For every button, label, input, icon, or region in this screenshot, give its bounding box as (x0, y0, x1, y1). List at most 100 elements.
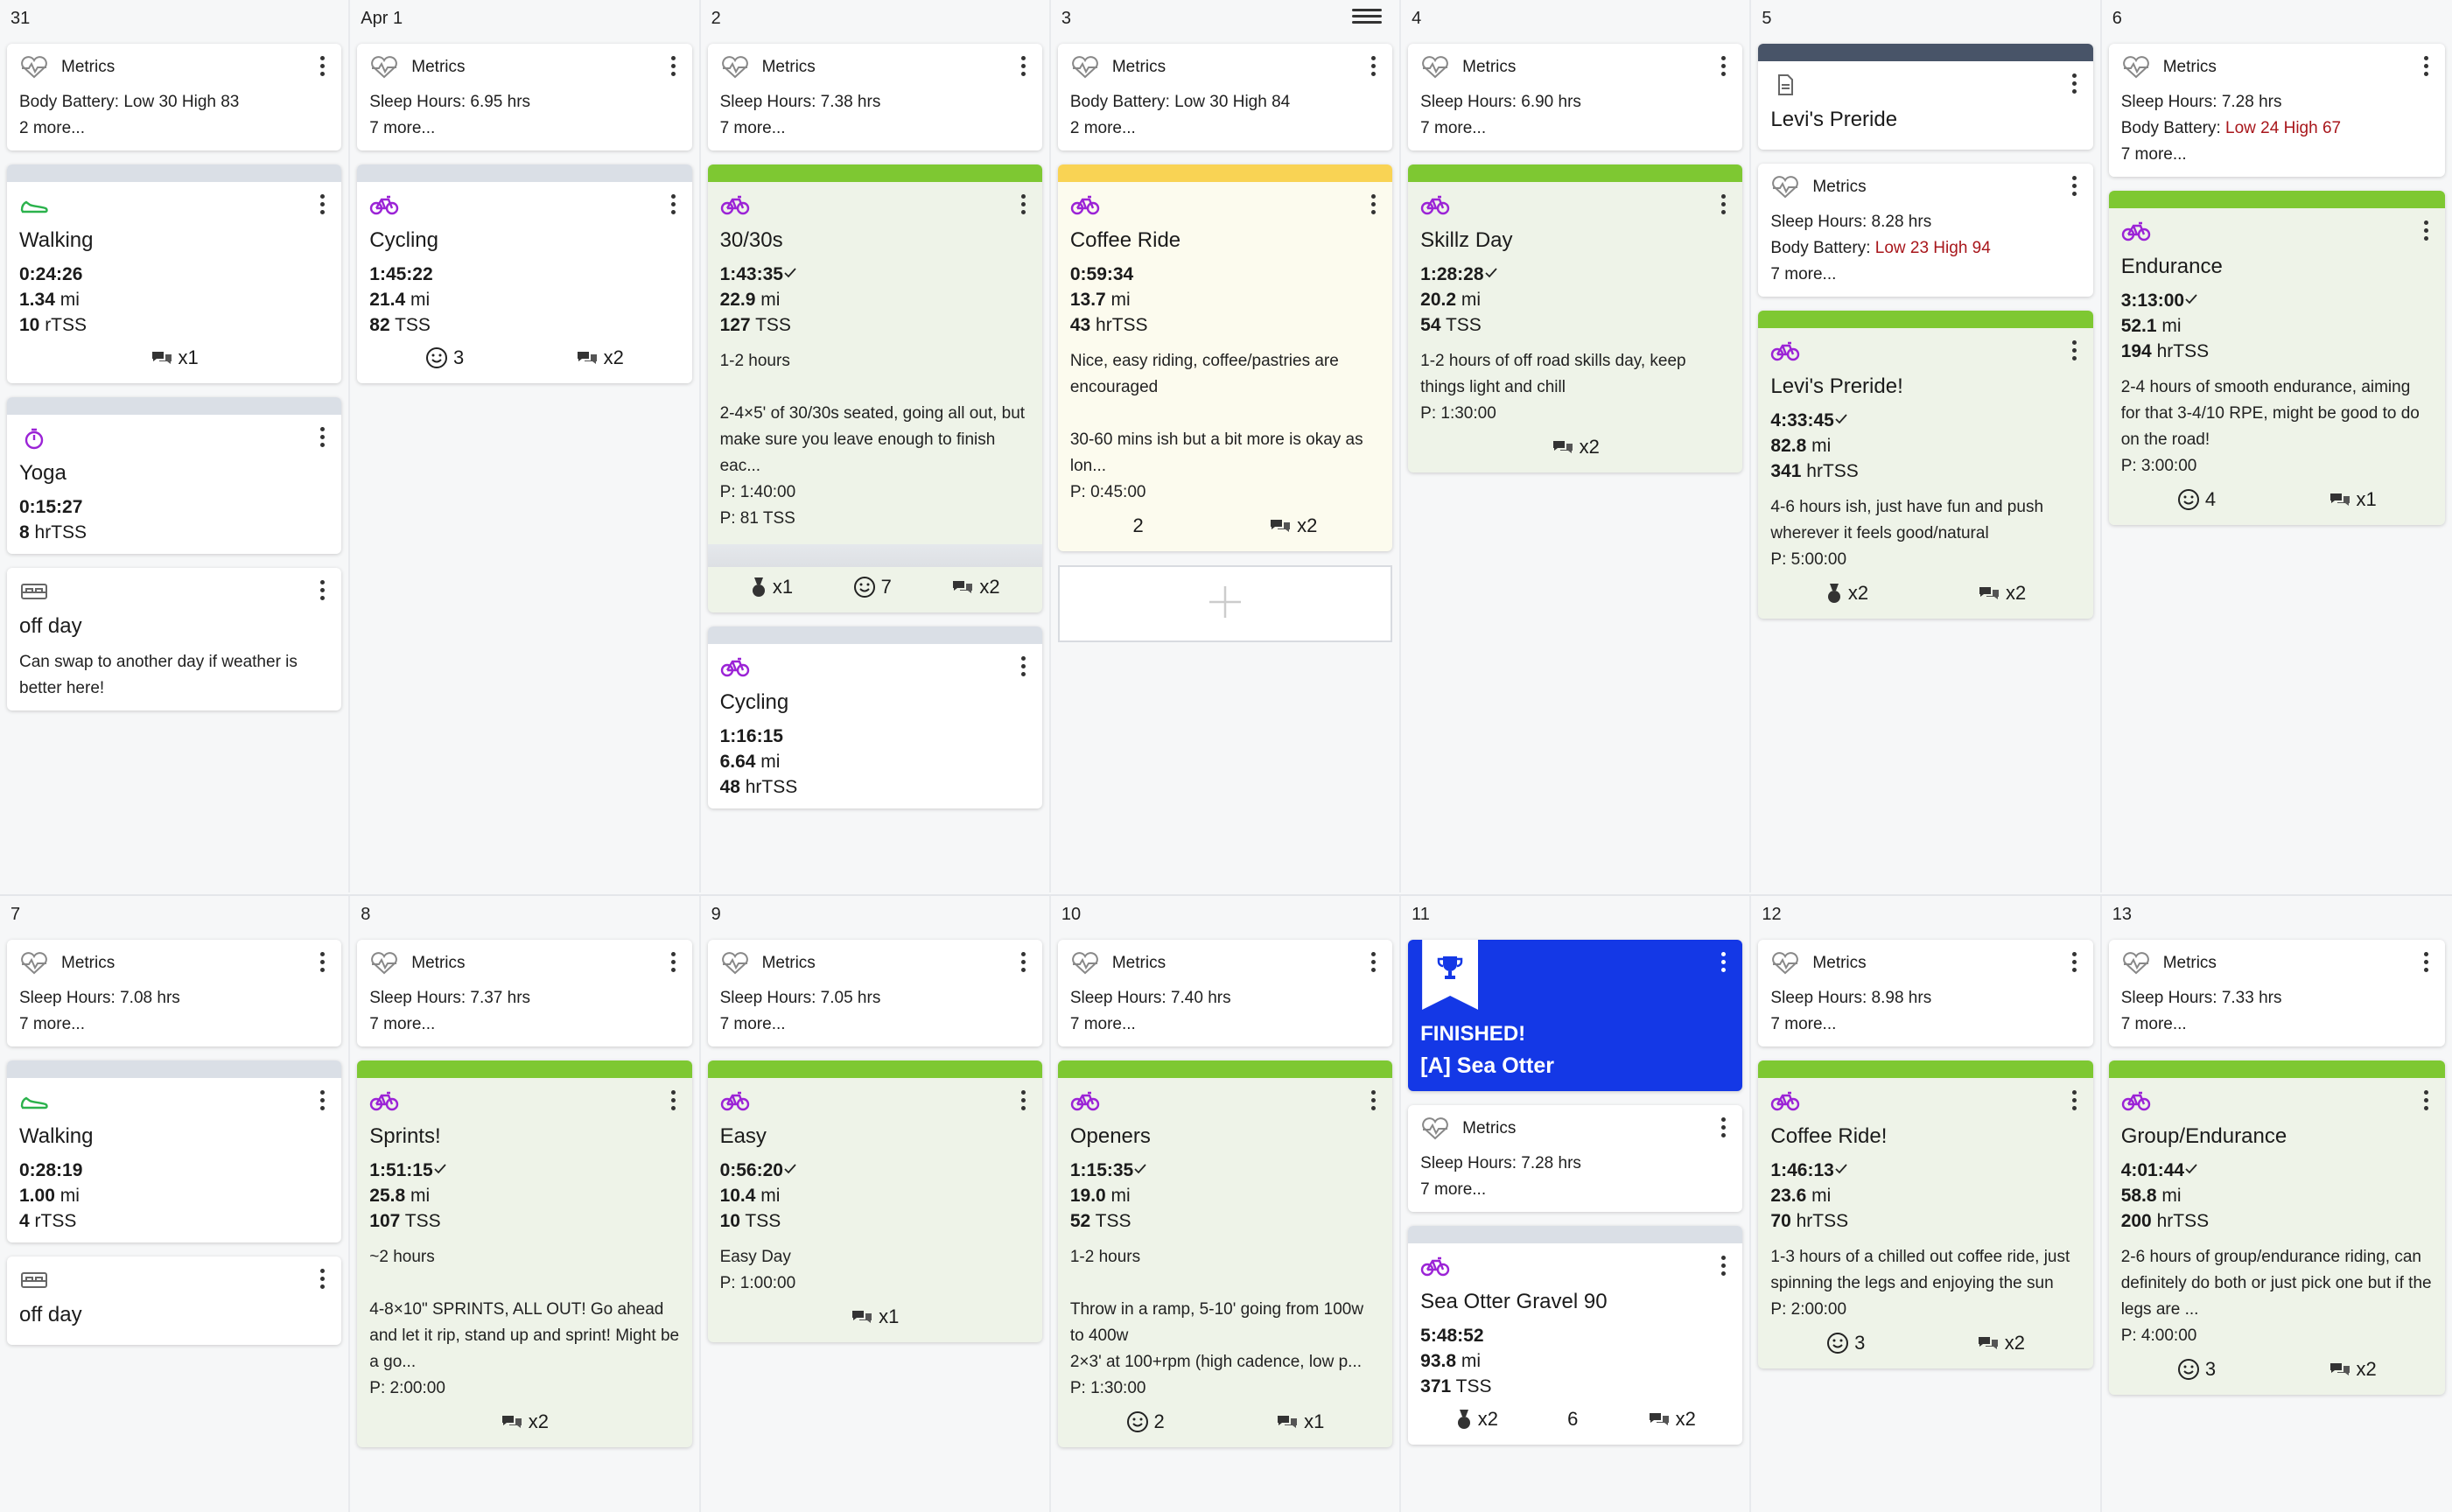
metrics-card[interactable]: Metrics Sleep Hours: 7.40 hrs 7 more... (1057, 940, 1393, 1046)
smile-count[interactable]: 3 (425, 346, 464, 369)
metrics-card[interactable]: Metrics Sleep Hours: 7.28 hrs 7 more... (1408, 1105, 1743, 1212)
event-card[interactable]: FINISHED! [A] Sea Otter (1408, 940, 1743, 1091)
more-metrics-link[interactable]: 7 more... (1770, 265, 1837, 284)
more-options-button[interactable] (1721, 1256, 1727, 1279)
more-metrics-link[interactable]: 7 more... (2120, 145, 2187, 164)
metrics-card[interactable]: Metrics Sleep Hours: 7.33 hrs 7 more... (2108, 940, 2445, 1046)
more-options-button[interactable] (670, 194, 676, 218)
smile-count[interactable]: 4 (2177, 488, 2216, 511)
calendar-day[interactable]: 5 Levi's Preride Metrics Sleep Hours: 8.28 … (1751, 0, 2102, 892)
calendar-day[interactable]: 7 Metrics Sleep Hours: 7.08 hrs 7 more... Wa… (0, 896, 351, 1512)
more-metrics-link[interactable]: 7 more... (1420, 119, 1487, 137)
more-options-button[interactable] (320, 56, 326, 80)
more-metrics-link[interactable]: 7 more... (719, 119, 786, 137)
more-options-button[interactable] (1721, 194, 1727, 218)
workout-card[interactable]: Coffee Ride 0:59:34 13.7 mi 43 hrTSS Nice, e… (1057, 164, 1393, 551)
calendar-day[interactable]: 9 Metrics Sleep Hours: 7.05 hrs 7 more... Ea… (701, 896, 1051, 1512)
medal-count[interactable]: x2 (1455, 1408, 1498, 1431)
menu-icon[interactable] (1352, 5, 1383, 28)
more-options-button[interactable] (1020, 1090, 1026, 1114)
calendar-day[interactable]: 31 Metrics Body Battery: Low 30 High 83 2 m… (0, 0, 351, 892)
more-options-button[interactable] (320, 952, 326, 976)
more-options-button[interactable] (320, 427, 326, 451)
metrics-card[interactable]: Metrics Sleep Hours: 7.38 hrs 7 more... (707, 44, 1042, 150)
workout-card[interactable]: Sprints! 1:51:15 25.8 mi 107 TSS ~2 hours 4-… (357, 1060, 692, 1447)
more-options-button[interactable] (1721, 952, 1727, 976)
more-metrics-link[interactable]: 7 more... (719, 1015, 786, 1033)
calendar-day[interactable]: 8 Metrics Sleep Hours: 7.37 hrs 7 more... Sp… (350, 896, 701, 1512)
metrics-card[interactable]: Metrics Sleep Hours: 7.28 hrs Body Battery… (2108, 44, 2445, 177)
count-badge[interactable]: 6 (1567, 1408, 1578, 1431)
calendar-day[interactable]: Apr 1 Metrics Sleep Hours: 6.95 hrs 7 more.… (350, 0, 701, 892)
more-metrics-link[interactable]: 7 more... (1770, 1015, 1837, 1033)
workout-card[interactable]: Easy 0:56:20 10.4 mi 10 TSS Easy Day P: 1:00… (707, 1060, 1042, 1342)
more-options-button[interactable] (670, 952, 676, 976)
more-options-button[interactable] (2423, 952, 2429, 976)
calendar-day[interactable]: 2 Metrics Sleep Hours: 7.38 hrs 7 more... 30… (701, 0, 1051, 892)
chat-count[interactable]: x1 (2329, 488, 2377, 511)
chat-count[interactable]: x2 (1978, 582, 2026, 605)
more-metrics-link[interactable]: 7 more... (2120, 1015, 2187, 1033)
more-options-button[interactable] (1721, 56, 1727, 80)
more-metrics-link[interactable]: 7 more... (19, 1015, 85, 1033)
more-options-button[interactable] (670, 1090, 676, 1114)
more-metrics-link[interactable]: 7 more... (1069, 1015, 1136, 1033)
calendar-day[interactable]: 13 Metrics Sleep Hours: 7.33 hrs 7 more... G… (2102, 896, 2452, 1512)
calendar-day[interactable]: 6 Metrics Sleep Hours: 7.28 hrs Body Batter… (2102, 0, 2452, 892)
more-options-button[interactable] (1371, 952, 1377, 976)
more-options-button[interactable] (2071, 952, 2077, 976)
chat-count[interactable]: x1 (1276, 1410, 1324, 1433)
more-options-button[interactable] (1020, 952, 1026, 976)
metrics-card[interactable]: Metrics Sleep Hours: 8.28 hrs Body Battery… (1758, 164, 2093, 297)
more-options-button[interactable] (320, 194, 326, 218)
more-options-button[interactable] (670, 56, 676, 80)
smile-count[interactable]: 7 (853, 576, 892, 598)
chat-count[interactable]: x2 (1977, 1332, 2025, 1354)
chat-count[interactable]: x2 (951, 576, 1000, 598)
workout-card[interactable]: Endurance 3:13:00 52.1 mi 194 hrTSS 2-4 hour… (2108, 191, 2445, 525)
more-options-button[interactable] (320, 1090, 326, 1114)
more-options-button[interactable] (2071, 74, 2077, 97)
more-options-button[interactable] (1371, 1090, 1377, 1114)
note-card[interactable]: off day (7, 1256, 342, 1345)
smile-count[interactable]: 3 (1826, 1332, 1865, 1354)
workout-card[interactable]: Group/Endurance 4:01:44 58.8 mi 200 hrTSS 2-… (2108, 1060, 2445, 1395)
chat-count[interactable]: x2 (2329, 1358, 2377, 1381)
metrics-card[interactable]: Metrics Sleep Hours: 7.08 hrs 7 more... (7, 940, 342, 1046)
more-options-button[interactable] (320, 580, 326, 604)
metrics-card[interactable]: Metrics Body Battery: Low 30 High 83 2 mor… (7, 44, 342, 150)
more-options-button[interactable] (2423, 220, 2429, 244)
workout-card[interactable]: Walking 0:24:26 1.34 mi 10 rTSS x1 (7, 164, 342, 383)
more-options-button[interactable] (2423, 56, 2429, 80)
note-card[interactable]: off day Can swap to another day if weathe… (7, 568, 342, 710)
workout-card[interactable]: Cycling 1:45:22 21.4 mi 82 TSS 3 x2 (357, 164, 692, 383)
add-workout-button[interactable] (1057, 565, 1393, 642)
document-card[interactable]: Levi's Preride (1758, 44, 2093, 150)
workout-card[interactable]: Skillz Day 1:28:28 20.2 mi 54 TSS 1-2 hours … (1408, 164, 1743, 472)
more-options-button[interactable] (2071, 340, 2077, 364)
more-metrics-link[interactable]: 2 more... (1069, 119, 1136, 137)
workout-card[interactable]: Sea Otter Gravel 90 5:48:52 93.8 mi 371 TSS… (1408, 1226, 1743, 1445)
metrics-card[interactable]: Metrics Sleep Hours: 6.95 hrs 7 more... (357, 44, 692, 150)
chat-count[interactable]: x2 (1552, 436, 1600, 458)
more-options-button[interactable] (1721, 1117, 1727, 1141)
calendar-day[interactable]: 12 Metrics Sleep Hours: 8.98 hrs 7 more... C… (1751, 896, 2102, 1512)
chat-count[interactable]: x1 (851, 1306, 899, 1328)
more-options-button[interactable] (1020, 194, 1026, 218)
metrics-card[interactable]: Metrics Sleep Hours: 7.05 hrs 7 more... (707, 940, 1042, 1046)
more-options-button[interactable] (2071, 1090, 2077, 1114)
workout-card[interactable]: Yoga 0:15:27 8 hrTSS (7, 397, 342, 554)
chat-count[interactable]: x2 (501, 1410, 549, 1433)
calendar-day[interactable]: 11 FINISHED! [A] Sea Otter Metrics Sleep Hou… (1401, 896, 1752, 1512)
metrics-card[interactable]: Metrics Body Battery: Low 30 High 84 2 mor… (1057, 44, 1393, 150)
more-options-button[interactable] (320, 1269, 326, 1292)
chat-count[interactable]: x2 (1269, 514, 1317, 537)
chat-count[interactable]: x2 (576, 346, 624, 369)
medal-count[interactable]: x1 (750, 576, 793, 598)
calendar-day[interactable]: 10 Metrics Sleep Hours: 7.40 hrs 7 more... O… (1051, 896, 1402, 1512)
metrics-card[interactable]: Metrics Sleep Hours: 7.37 hrs 7 more... (357, 940, 692, 1046)
more-options-button[interactable] (2071, 176, 2077, 200)
medal-count[interactable]: x2 (1825, 582, 1868, 605)
chat-count[interactable]: x1 (151, 346, 199, 369)
more-options-button[interactable] (2423, 1090, 2429, 1114)
